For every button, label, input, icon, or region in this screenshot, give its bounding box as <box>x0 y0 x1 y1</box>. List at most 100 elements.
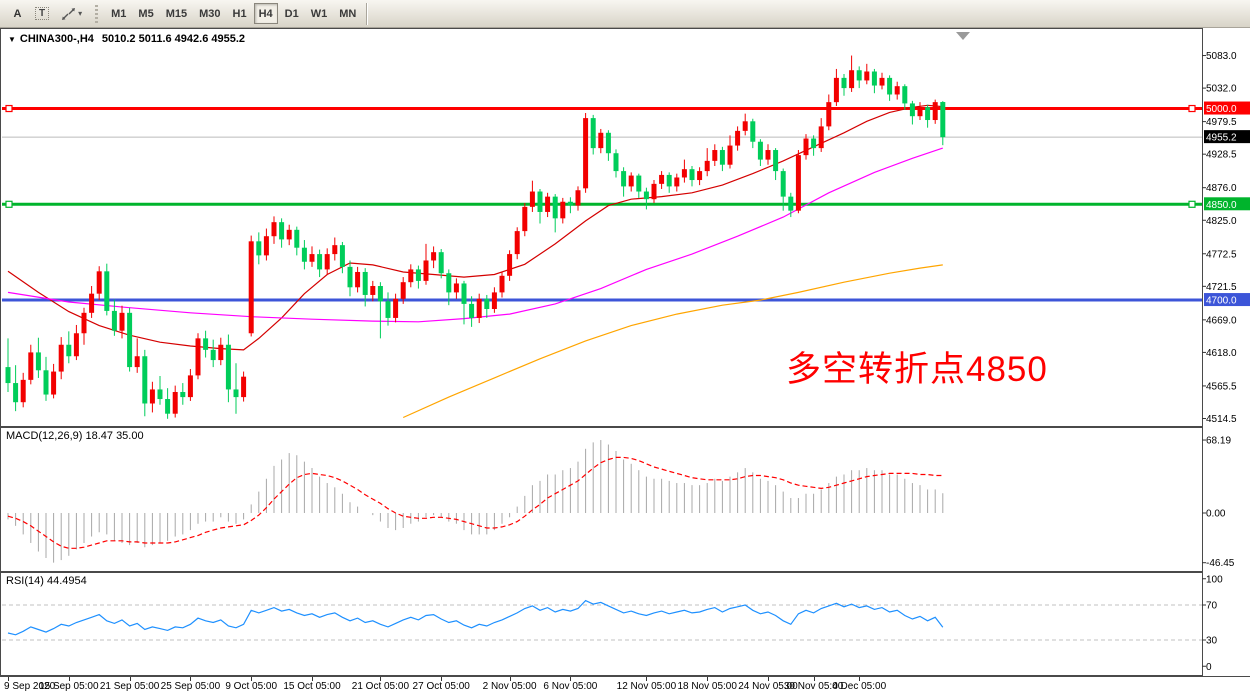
bull-candle[interactable] <box>195 338 201 376</box>
bull-candle[interactable] <box>119 312 125 331</box>
bear-candle[interactable] <box>750 121 756 142</box>
bull-candle[interactable] <box>218 344 224 361</box>
chart-collapse-icon[interactable]: ▼ <box>8 35 16 44</box>
bull-candle[interactable] <box>423 260 429 281</box>
bull-candle[interactable] <box>894 86 900 95</box>
bull-candle[interactable] <box>355 271 361 288</box>
bull-candle[interactable] <box>51 371 57 395</box>
bear-candle[interactable] <box>461 283 467 304</box>
bull-candle[interactable] <box>28 352 34 380</box>
bull-candle[interactable] <box>187 375 193 398</box>
bear-candle[interactable] <box>689 169 695 181</box>
hline-handle-right[interactable] <box>1188 200 1196 208</box>
chart-shift-marker-icon[interactable] <box>956 32 970 40</box>
bull-candle[interactable] <box>58 344 64 372</box>
bear-candle[interactable] <box>841 77 847 89</box>
hline-handle-left[interactable] <box>5 104 13 113</box>
bear-candle[interactable] <box>643 191 649 200</box>
bull-candle[interactable] <box>765 150 771 160</box>
bull-candle[interactable] <box>795 155 801 211</box>
bear-candle[interactable] <box>127 312 133 368</box>
bull-candle[interactable] <box>263 236 269 256</box>
macd-panel[interactable]: 68.19 0.00 -46.45 <box>0 427 1250 572</box>
bear-candle[interactable] <box>902 86 908 104</box>
bull-candle[interactable] <box>833 77 839 103</box>
bear-candle[interactable] <box>887 77 893 95</box>
toolbar-grip[interactable] <box>93 4 101 23</box>
timeframe-d1-button[interactable]: D1 <box>284 7 299 20</box>
bull-candle[interactable] <box>20 379 26 403</box>
bear-candle[interactable] <box>294 229 300 248</box>
bull-candle[interactable] <box>849 70 855 89</box>
timeframe-mn-button[interactable]: MN <box>339 7 357 20</box>
bear-candle[interactable] <box>909 103 915 117</box>
rsi-svg[interactable]: 100 70 30 0 <box>0 572 1250 676</box>
bear-candle[interactable] <box>165 399 171 414</box>
bear-candle[interactable] <box>210 349 216 361</box>
bear-candle[interactable] <box>469 303 475 318</box>
bear-candle[interactable] <box>35 352 41 371</box>
bull-candle[interactable] <box>727 145 733 165</box>
hline-5000.0[interactable]: 5000.0 <box>2 101 1250 116</box>
bear-candle[interactable] <box>385 301 391 318</box>
bull-candle[interactable] <box>149 389 155 404</box>
bear-candle[interactable] <box>636 175 642 192</box>
hline-handle-right[interactable] <box>1188 104 1196 113</box>
bear-candle[interactable] <box>871 71 877 86</box>
time-axis[interactable]: 9 Sep 2020 15 Sep 05:00 21 Sep 05:00 25 Sep… <box>0 676 1250 696</box>
bull-candle[interactable] <box>248 241 254 334</box>
bear-candle[interactable] <box>811 138 817 149</box>
main-chart-panel[interactable]: 5083.0 5032.0 4979.5 4928.5 4876.0 4825.0 4772… <box>0 28 1250 427</box>
bull-candle[interactable] <box>172 391 178 414</box>
bull-candle[interactable] <box>514 231 520 255</box>
rsi-panel[interactable]: 100 70 30 0 <box>0 572 1250 676</box>
bull-candle[interactable] <box>453 283 459 293</box>
timeframe-m15-button[interactable]: M15 <box>165 7 188 20</box>
bull-candle[interactable] <box>651 183 657 200</box>
bear-candle[interactable] <box>666 174 672 187</box>
bull-candle[interactable] <box>332 245 338 255</box>
bull-candle[interactable] <box>134 356 140 368</box>
bull-candle[interactable] <box>575 190 581 206</box>
bear-candle[interactable] <box>590 118 596 149</box>
bull-candle[interactable] <box>370 286 376 295</box>
bear-candle[interactable] <box>940 102 946 138</box>
bear-candle[interactable] <box>605 132 611 154</box>
bear-candle[interactable] <box>856 70 862 81</box>
bull-candle[interactable] <box>89 293 95 313</box>
bear-candle[interactable] <box>233 389 239 398</box>
bull-candle[interactable] <box>491 292 497 309</box>
timeframe-m1-button[interactable]: M1 <box>111 7 127 20</box>
bear-candle[interactable] <box>438 252 444 274</box>
bull-candle[interactable] <box>659 174 665 184</box>
bear-candle[interactable] <box>415 269 421 281</box>
timeframe-m5-button[interactable]: M5 <box>138 7 154 20</box>
bull-candle[interactable] <box>545 196 551 212</box>
bear-candle[interactable] <box>43 370 49 395</box>
bull-candle[interactable] <box>522 206 528 232</box>
bull-candle[interactable] <box>735 130 741 146</box>
bull-candle[interactable] <box>529 191 535 207</box>
bull-candle[interactable] <box>674 177 680 187</box>
bull-candle[interactable] <box>681 169 687 178</box>
bear-candle[interactable] <box>279 222 285 240</box>
bull-candle[interactable] <box>879 77 885 86</box>
bear-candle[interactable] <box>925 107 931 121</box>
bear-candle[interactable] <box>552 196 558 219</box>
bear-candle[interactable] <box>157 389 163 400</box>
bull-candle[interactable] <box>476 298 482 318</box>
bull-candle[interactable] <box>408 269 414 283</box>
bull-candle[interactable] <box>704 160 710 172</box>
bear-candle[interactable] <box>225 344 231 390</box>
chart-text-annotation[interactable]: 多空转折点4850 <box>786 350 1048 389</box>
bear-candle[interactable] <box>111 310 117 331</box>
bull-candle[interactable] <box>697 171 703 181</box>
bull-candle[interactable] <box>864 71 870 81</box>
bull-candle[interactable] <box>742 121 748 131</box>
bull-candle[interactable] <box>628 175 634 187</box>
bear-candle[interactable] <box>339 245 345 267</box>
bear-candle[interactable] <box>446 273 452 293</box>
text-box-tool-button[interactable]: T <box>30 3 54 24</box>
bear-candle[interactable] <box>788 196 794 211</box>
bear-candle[interactable] <box>301 247 307 262</box>
